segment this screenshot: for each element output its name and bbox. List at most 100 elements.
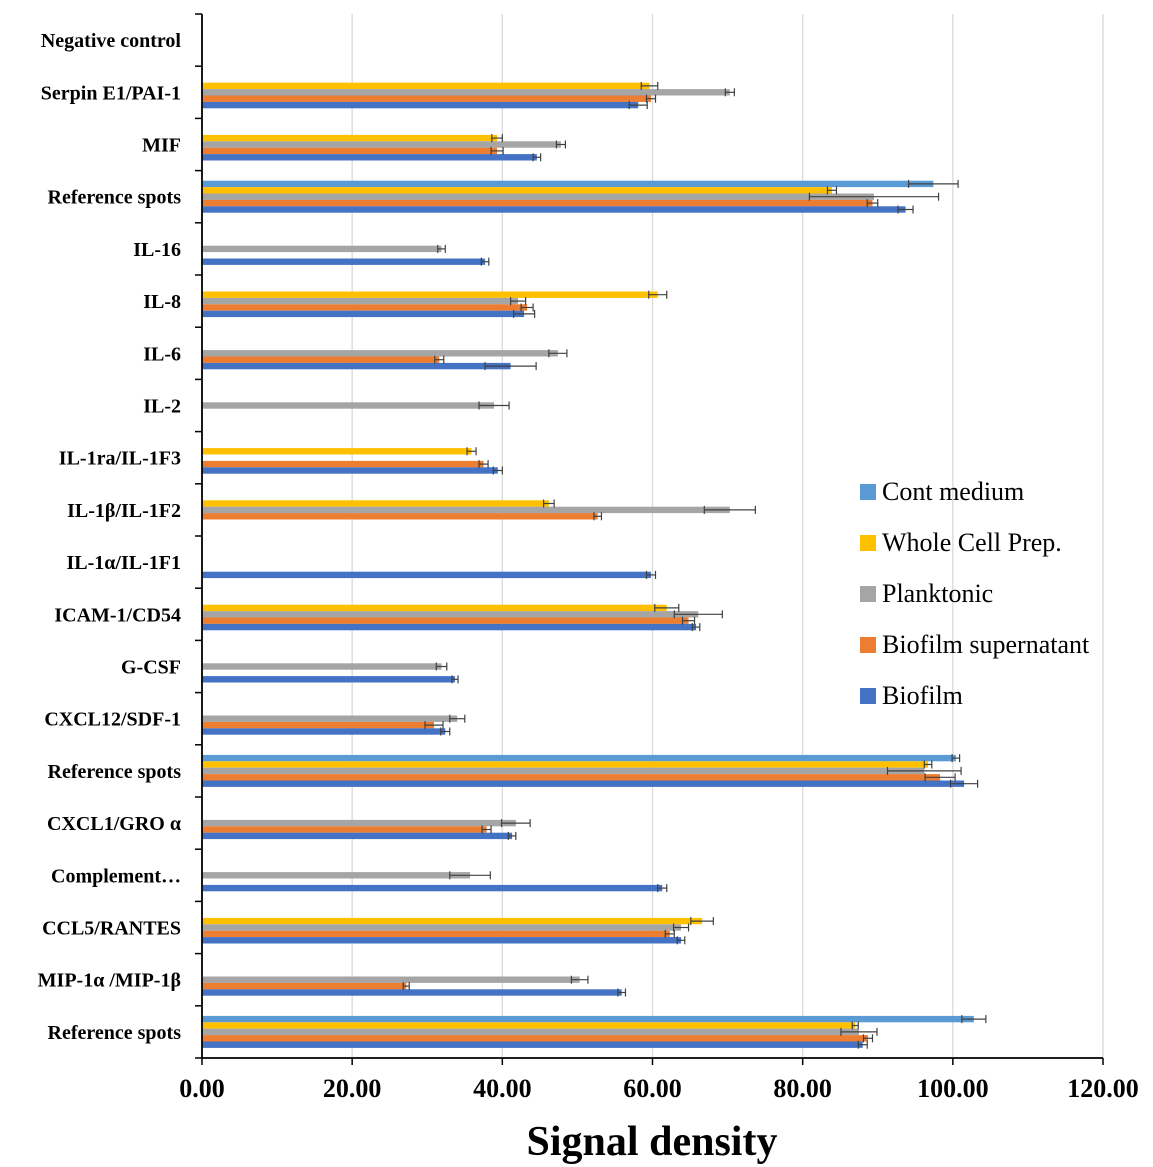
category-label: Reference spots — [48, 761, 182, 783]
bar — [202, 402, 495, 409]
x-axis-title: Signal density — [527, 1119, 778, 1165]
x-tick-label: 60.00 — [623, 1074, 682, 1103]
legend-swatch — [860, 688, 876, 704]
legend-entry: Cont medium — [882, 477, 1024, 506]
bar — [202, 754, 956, 762]
bar — [202, 258, 486, 265]
bar — [202, 826, 487, 833]
bar — [202, 721, 435, 729]
bar — [202, 89, 730, 96]
category-label: CXCL1/GRO α — [47, 813, 181, 835]
bar — [202, 350, 558, 357]
legend-entry: Whole Cell Prep. — [882, 528, 1062, 557]
bar — [202, 937, 682, 944]
category-label: IL-1ra/IL-1F3 — [59, 448, 181, 470]
x-tick-labels: 0.00 20.00 40.00 60.00 80.00 100.00 120.00 — [179, 1074, 1139, 1103]
bar — [202, 728, 446, 735]
category-label: CXCL12/SDF-1 — [44, 709, 181, 731]
bar — [202, 989, 622, 996]
legend: Cont medium Whole Cell Prep. Planktonic Bio… — [860, 477, 1090, 710]
category-label: IL-1β/IL-1F2 — [67, 500, 181, 522]
bar — [202, 356, 440, 363]
bar — [202, 82, 650, 90]
legend-swatch — [860, 586, 876, 602]
bar — [202, 154, 537, 161]
bar — [202, 180, 934, 188]
x-tick-label: 20.00 — [323, 1074, 382, 1103]
x-tick-label: 80.00 — [773, 1074, 832, 1103]
bar — [202, 872, 471, 879]
category-label: MIF — [142, 135, 181, 157]
bar — [202, 617, 689, 624]
category-label: Reference spots — [48, 1022, 182, 1044]
bar — [202, 774, 941, 781]
bar — [202, 134, 498, 142]
bar — [202, 206, 906, 213]
bar — [202, 982, 407, 990]
bar — [202, 663, 442, 670]
axes — [195, 13, 1104, 1065]
bar — [202, 884, 663, 892]
bar — [202, 715, 458, 722]
bar — [202, 513, 598, 520]
bar — [202, 467, 498, 474]
category-label: IL-16 — [133, 239, 181, 261]
bar — [202, 310, 525, 318]
category-label: CCL5/RANTES — [42, 918, 181, 940]
bar — [202, 460, 484, 468]
bar — [202, 604, 667, 612]
bar — [202, 976, 580, 983]
bar — [202, 304, 528, 311]
x-tick-label: 100.00 — [917, 1074, 989, 1103]
bar — [202, 500, 549, 507]
legend-swatch — [860, 535, 876, 551]
bar — [202, 199, 873, 207]
category-label: Reference spots — [48, 187, 182, 209]
bar — [202, 291, 658, 298]
bars — [202, 82, 974, 1048]
bar — [202, 819, 516, 827]
x-tick-label: 40.00 — [473, 1074, 532, 1103]
bar — [202, 245, 442, 253]
bar — [202, 1035, 868, 1042]
category-label: G-CSF — [121, 657, 181, 679]
bar — [202, 676, 456, 683]
bar — [202, 95, 651, 102]
category-label: IL-8 — [143, 291, 181, 313]
legend-entry: Biofilm supernatant — [882, 630, 1090, 659]
bar — [202, 930, 670, 938]
category-label: MIP-1α /MIP-1β — [38, 970, 181, 992]
bar — [202, 187, 832, 194]
x-tick-label: 0.00 — [179, 1074, 225, 1103]
bar — [202, 1015, 974, 1023]
bar — [202, 780, 965, 787]
bar — [202, 761, 929, 768]
bar — [202, 1028, 859, 1036]
bar — [202, 147, 498, 155]
category-labels: Negative control Serpin E1/PAI-1 MIF Refere… — [38, 30, 182, 1044]
legend-swatch — [860, 484, 876, 500]
bar — [202, 1041, 863, 1048]
bar — [202, 362, 511, 370]
error-bars — [402, 81, 987, 1049]
category-label: Complement… — [51, 865, 181, 887]
bar — [202, 832, 513, 840]
bar — [202, 767, 925, 775]
bar — [202, 506, 730, 514]
bar — [202, 924, 682, 931]
bar — [202, 1022, 856, 1029]
bar — [202, 193, 874, 200]
bar — [202, 297, 519, 305]
category-label: Negative control — [41, 30, 182, 52]
x-tick-label: 120.00 — [1067, 1074, 1139, 1103]
category-label: ICAM-1/CD54 — [54, 604, 181, 626]
category-label: IL-2 — [143, 396, 181, 418]
category-label: Serpin E1/PAI-1 — [41, 82, 181, 104]
legend-entry: Planktonic — [882, 579, 993, 608]
bar — [202, 571, 651, 579]
bar — [202, 611, 699, 618]
legend-entry: Biofilm — [882, 681, 963, 710]
bar — [202, 917, 703, 925]
bar — [202, 623, 697, 631]
